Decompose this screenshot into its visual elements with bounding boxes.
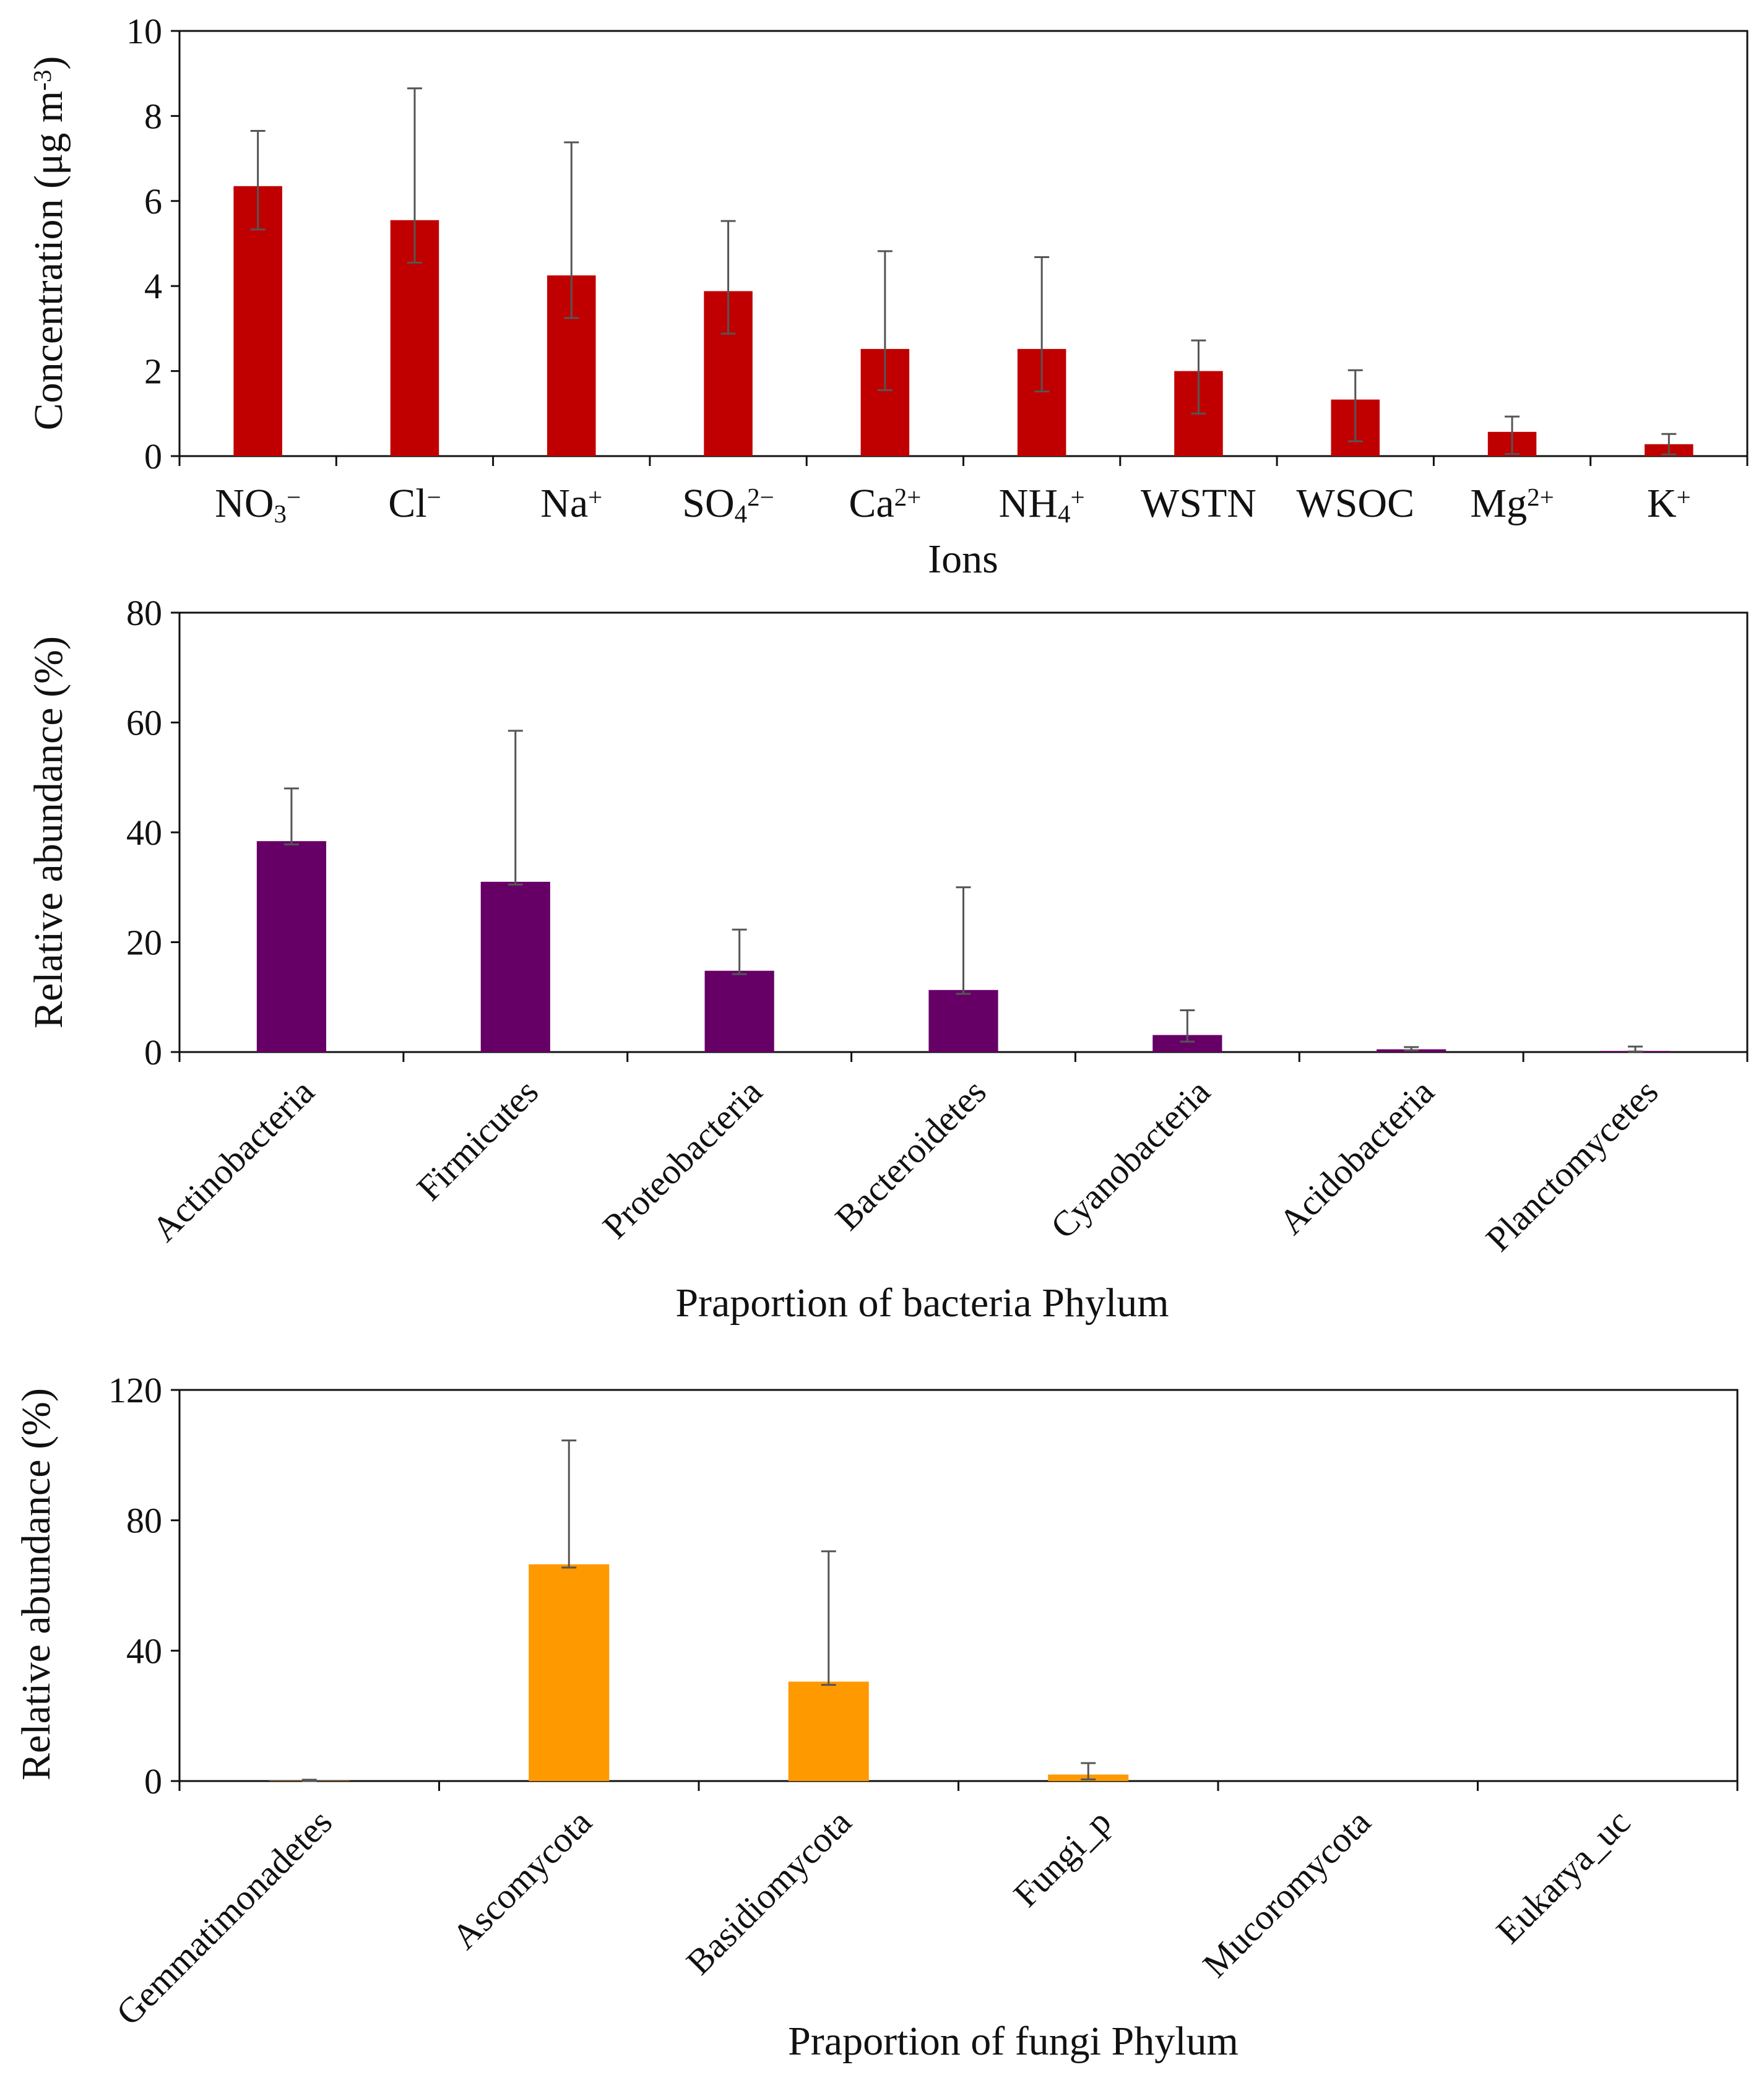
error-bar (732, 928, 747, 975)
y-tick-label: 120 (108, 1370, 162, 1410)
bar-firmicutes (480, 881, 550, 1052)
ions-concentration-panel: 0 2 4 6 8 10 NO3− Cl− Na+ SO42− Ca2+ NH4+ WSTN WSOC Mg… (26, 11, 1749, 582)
error-bar (508, 730, 523, 886)
error-bar (407, 87, 422, 264)
error-bar (250, 129, 266, 231)
x-category-label: Gemmatimonadetes (108, 1801, 340, 2033)
x-category-label: Fungi_p (1006, 1801, 1119, 1915)
bar-proteobacteria (704, 970, 774, 1052)
x-category-label: K+ (1647, 481, 1691, 526)
plot-frame (178, 1389, 1739, 1782)
y-axis-label: Concentration (μg m-3) (26, 56, 71, 431)
x-category-label: Ca2+ (849, 481, 921, 526)
error-bar (821, 1550, 836, 1686)
x-axis-label: Praportion of fungi Phylum (788, 2019, 1239, 2064)
y-tick-label: 40 (126, 813, 162, 853)
error-bar (283, 787, 299, 846)
y-tick-label: 8 (144, 96, 162, 136)
bar-bacteroidetes (928, 990, 998, 1052)
x-category-label: SO42− (682, 481, 774, 528)
error-bar (301, 1779, 317, 1782)
x-category-label: NH4+ (999, 481, 1085, 528)
fungi-abundance-panel: 0 40 80 120 Gemmatimonadetes Ascomycota Basidi… (14, 1370, 1739, 2064)
x-category-label: Proteobacteria (595, 1071, 770, 1246)
error-bar (877, 250, 893, 392)
x-category-label: Eukarya_uc (1489, 1801, 1638, 1951)
y-tick-label: 2 (144, 352, 162, 392)
x-category-label: Planctomycetes (1478, 1071, 1666, 1259)
x-category-label: Mg2+ (1470, 481, 1554, 526)
x-category-label: Ascomycota (444, 1801, 599, 1957)
bar-no3- (233, 186, 282, 456)
error-bar (1505, 415, 1520, 455)
error-bar (720, 220, 736, 335)
error-bar (561, 1439, 577, 1569)
x-axis-label: Ions (928, 537, 998, 582)
x-category-label: Mucoromycota (1195, 1801, 1378, 1985)
x-category-label: WSOC (1296, 481, 1414, 526)
x-category-label: Na+ (540, 481, 602, 526)
error-bar (564, 141, 579, 319)
y-tick-label: 80 (126, 1501, 162, 1541)
x-category-label: WSTN (1141, 481, 1256, 526)
y-tick-label: 60 (126, 703, 162, 743)
y-tick-label: 0 (144, 1761, 162, 1801)
y-tick-label: 40 (126, 1631, 162, 1671)
x-category-label: Actinobacteria (144, 1071, 322, 1249)
y-tick-label: 10 (126, 11, 162, 51)
error-bar (1404, 1046, 1419, 1051)
y-tick-label: 0 (144, 1032, 162, 1072)
x-category-label: Firmicutes (409, 1071, 546, 1208)
y-tick-label: 4 (144, 266, 162, 306)
error-bar (1191, 339, 1206, 415)
bar-ascomycota (529, 1564, 610, 1781)
bacteria-abundance-panel: 0 20 40 60 80 Actinobacteria Firmicutes Proteob… (26, 593, 1749, 1326)
error-bar (1628, 1045, 1643, 1053)
y-axis-label: Relative abundance (%) (26, 636, 71, 1029)
y-axis-label: Relative abundance (%) (14, 1388, 59, 1780)
error-bar (1180, 1009, 1195, 1043)
x-category-label: Acidobacteria (1271, 1071, 1442, 1242)
bar-actinobacteria (256, 841, 327, 1052)
y-tick-label: 0 (144, 436, 162, 477)
x-category-label: Bacteroidetes (828, 1071, 994, 1238)
y-tick-label: 20 (126, 923, 162, 963)
y-tick-label: 80 (126, 593, 162, 633)
x-category-label: Basidiomycota (678, 1801, 859, 1982)
x-category-label: NO3− (215, 481, 301, 528)
error-bar (1081, 1762, 1096, 1780)
error-bar (1347, 369, 1363, 442)
x-axis-label: Praportion of bacteria Phylum (675, 1280, 1169, 1326)
x-category-label: Cl− (388, 481, 441, 526)
error-bar (1034, 256, 1050, 393)
bar-basidiomycota (788, 1681, 869, 1781)
error-bar (1661, 433, 1677, 455)
x-category-label: Cyanobacteria (1043, 1071, 1218, 1246)
y-tick-label: 6 (144, 181, 162, 222)
error-bar (956, 886, 971, 995)
